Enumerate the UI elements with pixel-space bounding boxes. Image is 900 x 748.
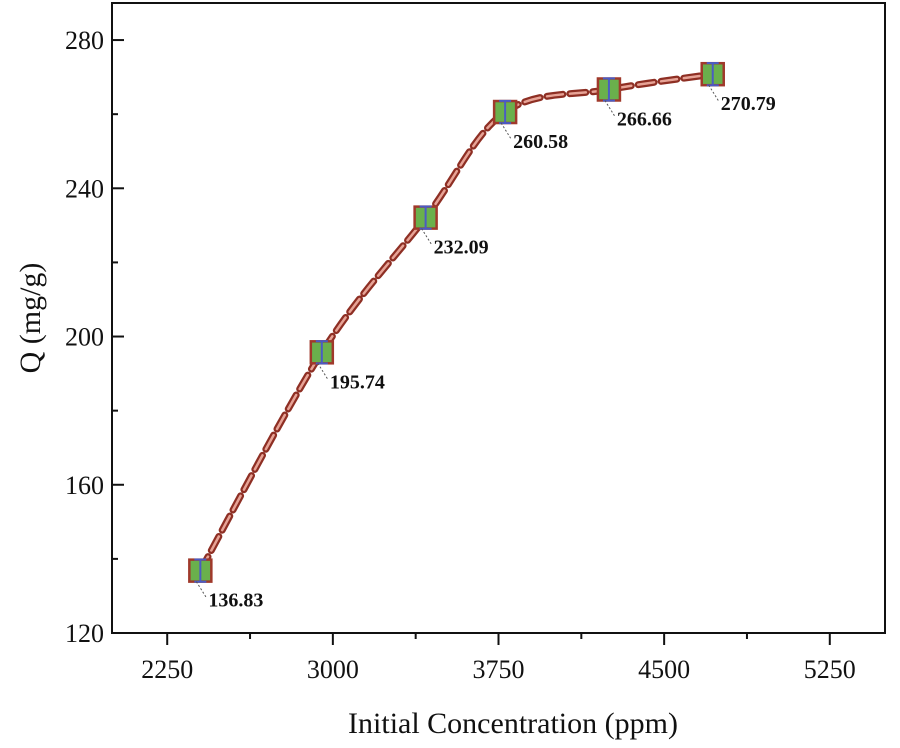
series-0-data-label-1: 195.74	[330, 371, 385, 393]
y-axis-title: Q (mg/g)	[14, 263, 47, 374]
series-0-data-label-2: 232.09	[434, 237, 489, 259]
series-0-data-label-4: 266.66	[617, 108, 672, 130]
y-axis: 120 160 200 240 280	[65, 26, 124, 648]
series-0-data-label-0: 136.83	[208, 590, 263, 612]
series-0-leader-5	[708, 84, 720, 102]
series-layer: 136.83 195.74 232.09 260.58 266.66 270.79	[188, 61, 776, 612]
series-0-data-label-5: 270.79	[721, 93, 776, 115]
series-0-data-label-3: 260.58	[513, 131, 568, 153]
x-axis: 2250 3000 3750 4500 5250	[141, 633, 856, 684]
series-0-line-outline	[196, 70, 717, 575]
y-tick-label-2: 200	[65, 323, 104, 352]
y-tick-label-1: 160	[65, 471, 104, 500]
series-0-leader-4	[604, 100, 616, 117]
x-tick-label-4: 5250	[804, 655, 856, 684]
series-0-leader-1	[317, 363, 329, 380]
series-0-leader-2	[421, 228, 433, 245]
x-tick-label-2: 3750	[473, 655, 525, 684]
series-0-leader-3	[500, 122, 512, 140]
x-axis-title: Initial Concentration (ppm)	[348, 707, 678, 740]
y-tick-label-3: 240	[65, 174, 104, 203]
x-tick-label-1: 3000	[307, 655, 359, 684]
x-tick-label-3: 4500	[638, 655, 690, 684]
x-tick-label-0: 2250	[141, 655, 193, 684]
series-0-leader-0	[195, 581, 207, 598]
y-tick-label-4: 280	[65, 26, 104, 55]
y-tick-label-0: 120	[65, 619, 104, 648]
series-0-line	[199, 72, 714, 572]
